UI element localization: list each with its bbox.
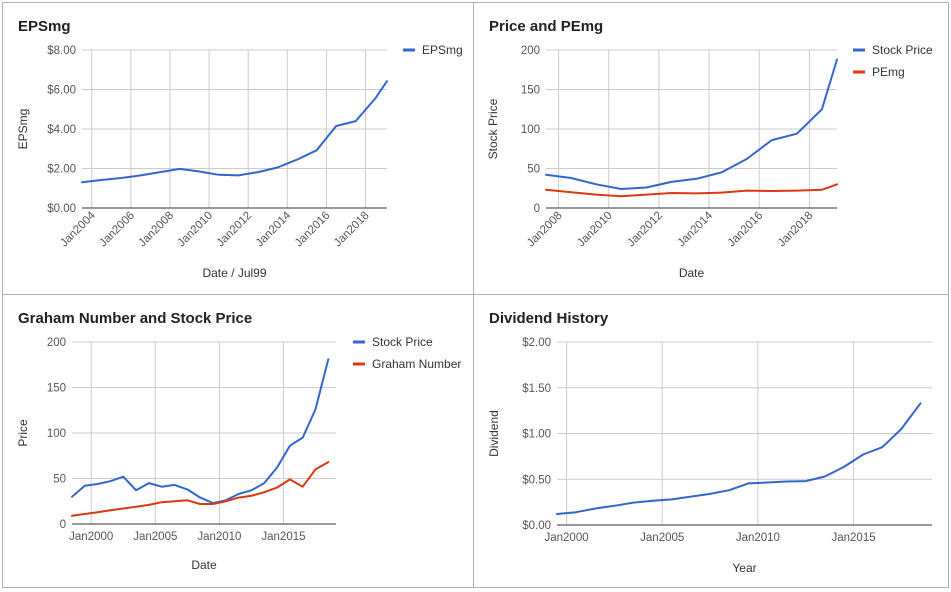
- x-tick-label: Jan2008: [136, 210, 176, 250]
- x-tick-label: Jan2005: [640, 532, 684, 544]
- x-tick-label: Jan2012: [215, 210, 255, 250]
- dividend-chart: Dividend History $0.00 $0.50 $1.00 $1.50 $2.0…: [487, 310, 932, 575]
- chart-title: Price and PEmg: [489, 18, 603, 35]
- y-tick-label: $4.00: [47, 124, 76, 136]
- y-tick-label: $2.00: [47, 164, 76, 176]
- x-tick-label: Jan2010: [575, 210, 615, 250]
- x-tick-label: Jan2014: [254, 209, 294, 249]
- series-line-pemg: [545, 183, 838, 198]
- y-tick-label: 0: [60, 519, 66, 531]
- y-axis-label: Price: [16, 419, 30, 447]
- graham-chart-panel: Graham Number and Stock Price 0 50 100 150 20…: [2, 294, 474, 588]
- legend-entry: EPSmg: [422, 43, 463, 57]
- chart-title: EPSmg: [18, 18, 71, 35]
- chart-title: Graham Number and Stock Price: [18, 310, 252, 327]
- y-tick-label: 50: [53, 474, 66, 486]
- y-tick-label: $8.00: [47, 45, 76, 57]
- x-tick-label: Jan2015: [261, 531, 305, 543]
- y-tick-label: 0: [534, 203, 540, 215]
- price-pe-chart-panel: Price and PEmg 0 50 100 150 200 Jan2008 Jan2010…: [473, 2, 949, 295]
- y-tick-label: 100: [521, 124, 540, 136]
- dividend-chart-panel: Dividend History $0.00 $0.50 $1.00 $1.50 $2.0…: [473, 294, 949, 588]
- x-tick-label: Jan2006: [97, 210, 137, 250]
- y-tick-label: $2.00: [522, 337, 551, 349]
- y-tick-label: $0.00: [522, 520, 551, 532]
- price-pe-chart: Price and PEmg 0 50 100 150 200 Jan2008 Jan2010…: [486, 18, 933, 280]
- x-tick-label: Jan2016: [726, 210, 766, 250]
- x-tick-label: Jan2008: [525, 210, 565, 250]
- y-tick-label: 200: [521, 45, 540, 57]
- x-tick-label: Jan2010: [736, 532, 780, 544]
- series-line-stock-price: [545, 58, 838, 190]
- eps-chart-panel: EPSmg $0.00 $2.00 $4.00 $6.00 $8.00 Jan2004 Jan…: [2, 2, 474, 295]
- x-tick-label: Jan2000: [69, 531, 113, 543]
- series-line-stock-price: [71, 358, 330, 505]
- x-axis-label: Date / Jul99: [202, 266, 266, 280]
- y-tick-label: $1.00: [522, 429, 551, 441]
- y-tick-label: 150: [521, 85, 540, 97]
- y-tick-label: 100: [47, 428, 66, 440]
- x-axis-label: Date: [191, 558, 217, 572]
- series-line-graham-number: [71, 461, 330, 517]
- y-tick-label: 200: [47, 337, 66, 349]
- y-tick-label: $0.00: [47, 203, 76, 215]
- x-tick-label: Jan2005: [133, 531, 177, 543]
- legend-entry: Graham Number: [372, 357, 461, 371]
- x-tick-label: Jan2015: [831, 532, 875, 544]
- y-tick-label: $1.50: [522, 383, 551, 395]
- legend-entry: Stock Price: [372, 335, 433, 349]
- series-line-0: [556, 402, 922, 515]
- y-tick-label: $6.00: [47, 85, 76, 97]
- y-axis-label: Dividend: [487, 410, 501, 457]
- x-axis-label: Date: [679, 266, 705, 280]
- x-tick-label: Jan2018: [332, 210, 372, 250]
- y-axis-label: Stock Price: [486, 98, 500, 159]
- x-tick-label: Jan2016: [293, 210, 333, 250]
- legend-entry: Stock Price: [872, 43, 933, 57]
- y-tick-label: 150: [47, 383, 66, 395]
- x-tick-label: Jan2010: [197, 531, 241, 543]
- chart-title: Dividend History: [489, 310, 609, 327]
- x-tick-label: Jan2010: [176, 210, 216, 250]
- y-tick-label: $0.50: [522, 474, 551, 486]
- x-tick-label: Jan2000: [545, 532, 589, 544]
- y-axis-label: EPSmg: [16, 109, 30, 150]
- series-line-epsmg: [81, 80, 388, 184]
- graham-chart: Graham Number and Stock Price 0 50 100 150 20…: [16, 310, 461, 572]
- x-tick-label: Jan2018: [776, 210, 816, 250]
- x-tick-label: Jan2012: [625, 210, 665, 250]
- x-tick-label: Jan2014: [675, 209, 715, 249]
- y-tick-label: 50: [527, 164, 540, 176]
- x-tick-label: Jan2004: [58, 209, 98, 249]
- x-axis-label: Year: [732, 561, 756, 575]
- legend-entry: PEmg: [872, 65, 905, 79]
